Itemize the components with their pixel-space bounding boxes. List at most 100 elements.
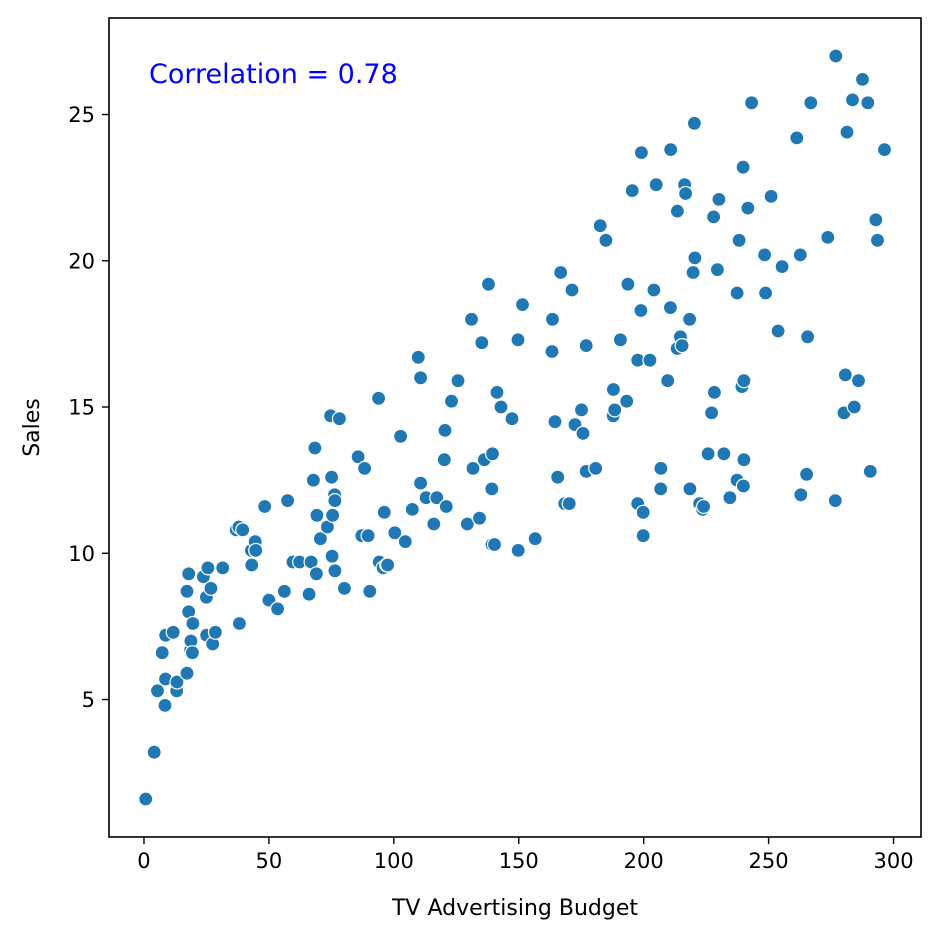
data-point	[612, 332, 629, 348]
data-point	[854, 71, 871, 88]
data-point	[575, 425, 591, 441]
data-point	[703, 405, 720, 421]
data-point	[695, 498, 712, 515]
data-point	[443, 393, 460, 409]
y-tick-label: 10	[68, 542, 95, 566]
x-tick-label: 250	[749, 849, 789, 873]
data-point	[706, 384, 723, 400]
data-point	[731, 232, 747, 248]
data-point	[735, 159, 751, 175]
data-point	[504, 411, 520, 427]
data-point	[876, 142, 893, 158]
data-point	[324, 548, 340, 564]
data-point	[828, 48, 844, 64]
data-point	[544, 311, 561, 327]
data-point	[844, 92, 861, 108]
data-point	[578, 338, 594, 354]
x-tick-label: 0	[137, 849, 150, 873]
x-tick-label: 150	[499, 849, 539, 873]
data-point	[839, 124, 855, 140]
data-point	[619, 393, 635, 409]
data-point	[648, 177, 664, 193]
data-point	[231, 615, 247, 632]
y-axis: 5 10 15 20 25	[68, 103, 109, 712]
data-point	[869, 232, 886, 248]
data-point	[489, 384, 505, 400]
data-point	[620, 276, 636, 292]
y-tick-label: 5	[82, 688, 95, 712]
data-point	[437, 422, 453, 438]
data-point	[653, 481, 669, 497]
correlation-annotation: Correlation = 0.78	[149, 59, 398, 90]
data-point	[169, 674, 185, 690]
data-point	[573, 402, 590, 418]
data-point	[770, 323, 786, 339]
data-point	[763, 188, 779, 204]
data-point	[686, 115, 703, 131]
data-point	[308, 566, 324, 582]
data-point	[360, 528, 376, 544]
data-point	[793, 487, 809, 503]
data-point	[736, 373, 752, 389]
data-point	[662, 300, 679, 316]
data-point	[376, 504, 392, 520]
data-point	[200, 560, 216, 576]
data-point	[305, 472, 321, 488]
data-point	[561, 496, 577, 512]
data-point	[280, 493, 296, 509]
data-point	[248, 542, 264, 559]
data-point	[722, 490, 738, 506]
data-point	[716, 446, 732, 462]
y-tick-label: 25	[68, 103, 95, 127]
data-point	[860, 95, 876, 111]
data-point	[465, 460, 481, 476]
data-point	[215, 560, 231, 576]
data-point	[687, 250, 703, 266]
data-point	[484, 446, 501, 462]
data-point	[736, 452, 752, 468]
data-point	[700, 446, 716, 462]
data-point	[371, 390, 387, 406]
data-point	[331, 411, 347, 427]
data-point	[564, 282, 580, 298]
data-point	[149, 683, 166, 699]
data-point	[837, 367, 853, 383]
data-point	[663, 142, 679, 158]
plot-area-frame	[108, 17, 922, 838]
data-point	[397, 533, 413, 550]
data-point	[185, 615, 201, 632]
data-point	[486, 536, 503, 553]
data-point	[270, 601, 286, 617]
data-point	[257, 498, 273, 515]
data-point	[327, 563, 343, 579]
data-point	[154, 645, 170, 661]
data-point	[677, 185, 694, 202]
data-point	[463, 311, 480, 327]
data-point	[301, 586, 317, 602]
data-point	[685, 264, 701, 281]
data-point	[635, 504, 651, 520]
data-point	[404, 501, 420, 517]
data-point	[309, 507, 325, 523]
data-point	[792, 247, 808, 263]
data-point	[380, 557, 396, 573]
data-point	[184, 645, 200, 661]
data-point	[276, 583, 292, 599]
data-point	[682, 481, 698, 497]
data-point	[827, 493, 843, 509]
data-point	[324, 469, 340, 485]
data-point	[471, 510, 488, 526]
data-point	[165, 624, 181, 640]
data-point	[480, 276, 497, 292]
data-point	[798, 466, 815, 482]
data-point	[393, 428, 409, 444]
data-point	[660, 373, 676, 389]
data-point	[740, 200, 756, 216]
data-point	[307, 440, 323, 456]
data-point	[646, 282, 662, 298]
data-point	[138, 791, 154, 807]
data-point	[624, 183, 640, 199]
data-point	[709, 262, 726, 278]
data-point	[711, 191, 727, 207]
